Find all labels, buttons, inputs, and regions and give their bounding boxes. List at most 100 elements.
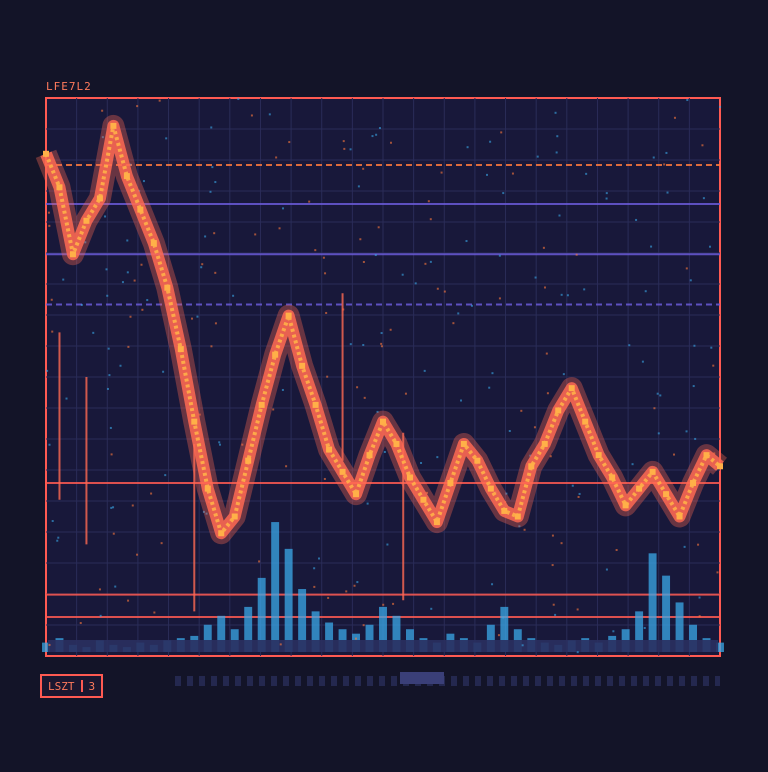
noise-particle	[380, 342, 383, 345]
noise-particle	[576, 608, 579, 611]
volume-bar	[298, 589, 307, 652]
noise-particle	[576, 651, 579, 654]
noise-particle	[702, 197, 705, 200]
volume-bar	[217, 615, 226, 652]
noise-particle	[106, 294, 109, 297]
price-point	[204, 485, 211, 492]
noise-particle	[583, 288, 586, 291]
price-point	[366, 452, 373, 459]
noise-particle	[488, 386, 491, 389]
noise-particle	[356, 386, 359, 389]
noise-particle	[383, 450, 386, 453]
noise-particle	[656, 392, 659, 395]
noise-particle	[114, 585, 117, 588]
noise-particle	[404, 392, 407, 395]
price-point	[460, 440, 467, 447]
noise-particle	[354, 637, 357, 640]
price-point	[487, 485, 494, 492]
noise-particle	[460, 399, 463, 402]
noise-particle	[389, 141, 392, 144]
price-point	[393, 440, 400, 447]
noise-particle	[363, 396, 366, 399]
noise-particle	[685, 430, 688, 433]
noise-particle	[708, 245, 711, 248]
price-point	[177, 346, 184, 353]
noise-particle	[686, 99, 689, 102]
noise-particle	[534, 276, 537, 279]
price-highlight	[44, 123, 722, 536]
noise-particle	[362, 343, 365, 346]
noise-particle	[121, 281, 124, 284]
price-point	[110, 122, 117, 129]
volume-bar	[635, 611, 644, 652]
noise-particle	[254, 233, 257, 236]
noise-particle	[491, 372, 494, 375]
price-point	[676, 513, 683, 520]
footer-badge-separator	[80, 680, 83, 692]
noise-particle	[546, 392, 549, 395]
volume-bar	[392, 615, 401, 652]
noise-particle	[577, 495, 580, 498]
noise-particle	[650, 245, 653, 248]
price-point	[501, 507, 508, 514]
noise-particle	[673, 116, 676, 119]
footer-indicator-block	[400, 672, 444, 684]
noise-particle	[386, 543, 389, 546]
noise-particle	[105, 268, 108, 271]
noise-particle	[322, 256, 325, 259]
noise-particle	[643, 626, 646, 629]
noise-particle	[362, 260, 365, 263]
noise-particle	[719, 105, 722, 108]
noise-particle	[533, 426, 536, 429]
noise-particle	[343, 147, 346, 150]
noise-particle	[136, 553, 139, 556]
noise-particle	[427, 200, 430, 203]
noise-particle	[429, 260, 432, 263]
noise-particle	[666, 191, 669, 194]
noise-particle	[104, 215, 107, 218]
footer-status-strip	[175, 676, 720, 686]
noise-particle	[285, 465, 288, 468]
noise-particle	[275, 156, 278, 159]
noise-particle	[109, 426, 112, 429]
noise-particle	[713, 452, 716, 455]
price-point	[137, 206, 144, 213]
noise-particle	[80, 303, 83, 306]
noise-particle	[605, 192, 608, 195]
noise-particle	[436, 287, 439, 290]
noise-particle	[51, 520, 54, 523]
footer-badge[interactable]: LSZT 3	[40, 674, 104, 698]
price-point	[96, 195, 103, 202]
noise-particle	[545, 352, 548, 355]
noise-particle	[56, 539, 59, 542]
noise-particle	[268, 113, 271, 116]
noise-particle	[628, 344, 631, 347]
price-point	[326, 446, 333, 453]
noise-particle	[575, 253, 578, 256]
noise-particle	[543, 286, 546, 289]
noise-particle	[712, 364, 715, 367]
footer-badge-left-label: LSZT	[48, 679, 75, 693]
noise-particle	[505, 492, 508, 495]
noise-particle	[489, 140, 492, 143]
noise-particle	[371, 135, 374, 138]
price-point	[447, 480, 454, 487]
noise-particle	[158, 99, 161, 102]
noise-particle	[498, 254, 501, 257]
noise-particle	[279, 643, 282, 646]
noise-particle	[92, 331, 95, 334]
noise-particle	[457, 312, 460, 315]
noise-particle	[653, 407, 656, 410]
noise-particle	[342, 140, 345, 143]
noise-particle	[133, 279, 136, 282]
noise-particle	[392, 602, 395, 605]
noise-particle	[65, 397, 68, 400]
price-point	[56, 184, 63, 191]
volume-bar	[311, 611, 320, 652]
noise-particle	[107, 347, 110, 350]
price-point	[218, 530, 225, 537]
chart-title: LFE7L2	[46, 80, 92, 93]
noise-particle	[605, 197, 608, 200]
noise-particle	[430, 607, 433, 610]
price-point	[380, 418, 386, 425]
